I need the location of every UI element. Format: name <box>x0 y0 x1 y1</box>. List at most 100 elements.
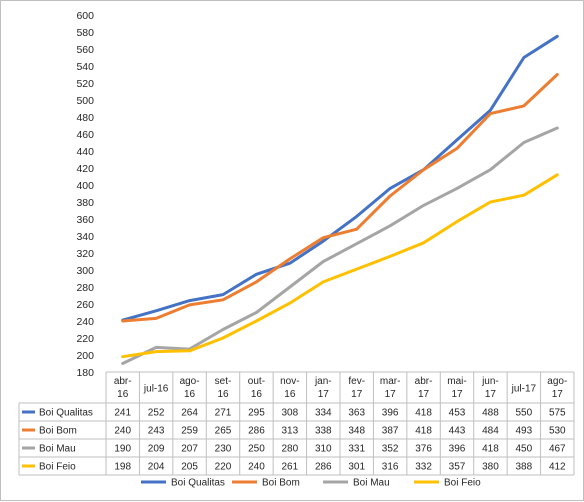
table-cell-value: 190 <box>114 444 131 455</box>
y-tick-label: 380 <box>76 197 94 209</box>
table-cell-value: 352 <box>382 444 399 455</box>
y-tick-label: 480 <box>76 112 94 124</box>
table-cell-value: 418 <box>482 444 499 455</box>
y-tick-label: 280 <box>76 282 94 294</box>
table-cell-value: 575 <box>549 408 566 419</box>
table-cell-value: 348 <box>348 426 365 437</box>
table-cell-value: 286 <box>315 462 332 473</box>
table-cell-value: 313 <box>282 426 299 437</box>
x-tick-label: jul-17 <box>511 384 537 395</box>
table-cell-value: 220 <box>215 462 232 473</box>
y-tick-label: 320 <box>76 248 94 260</box>
table-cell-value: 265 <box>215 426 232 437</box>
table-cell-value: 396 <box>382 408 399 419</box>
table-cell-value: 418 <box>415 408 432 419</box>
y-tick-label: 360 <box>76 214 94 226</box>
y-tick-label: 260 <box>76 299 94 311</box>
table-series-name: Boi Feio <box>39 462 76 473</box>
x-tick-label: abr- <box>114 376 132 387</box>
y-tick-label: 540 <box>76 61 94 73</box>
y-tick-label: 300 <box>76 265 94 277</box>
table-cell-value: 484 <box>482 426 499 437</box>
table-cell-value: 308 <box>282 408 299 419</box>
table-cell-value: 198 <box>114 462 131 473</box>
x-tick-label: 16 <box>117 389 129 400</box>
table-series-name: Boi Bom <box>39 426 77 437</box>
table-cell-value: 310 <box>315 444 332 455</box>
table-cell-value: 295 <box>248 408 265 419</box>
table-cell-value: 261 <box>282 462 299 473</box>
table-cell-value: 209 <box>148 444 165 455</box>
series-line-boi-feio <box>121 173 559 359</box>
legend-label: Boi Bom <box>262 478 300 489</box>
table-cell-value: 467 <box>549 444 566 455</box>
series-line-boi-bom <box>121 73 559 323</box>
legend-label: Boi Qualitas <box>171 478 225 489</box>
series-line-boi-mau <box>121 126 559 365</box>
table-cell-value: 338 <box>315 426 332 437</box>
table-cell-value: 418 <box>415 426 432 437</box>
x-tick-label: 17 <box>451 389 463 400</box>
x-tick-label: 17 <box>418 389 430 400</box>
table-cell-value: 550 <box>516 408 533 419</box>
legend-label: Boi Mau <box>353 478 390 489</box>
data-table: abr- 16 jul-16 ago- 16 set- 16 out- 16 nov- 16 jan-… <box>18 371 575 476</box>
table-cell-value: 243 <box>148 426 165 437</box>
table-cell-value: 396 <box>449 444 466 455</box>
y-tick-label: 240 <box>76 316 94 328</box>
x-tick-label: abr- <box>415 376 433 387</box>
y-tick-label: 180 <box>76 367 94 379</box>
table-series-name: Boi Mau <box>39 444 76 455</box>
table-cell-value: 357 <box>449 462 466 473</box>
x-tick-label: out- <box>248 376 265 387</box>
x-tick-label: 17 <box>351 389 363 400</box>
x-tick-label: 16 <box>284 389 296 400</box>
legend-label: Boi Feio <box>444 478 481 489</box>
y-tick-label: 520 <box>76 78 94 90</box>
y-tick-label: 460 <box>76 129 94 141</box>
series-lines <box>121 34 559 365</box>
table-cell-value: 271 <box>215 408 232 419</box>
x-tick-label: ago- <box>180 376 200 387</box>
y-tick-label: 200 <box>76 350 94 362</box>
table-cell-value: 316 <box>382 462 399 473</box>
table-cell-value: 387 <box>382 426 399 437</box>
table-cell-value: 240 <box>248 462 265 473</box>
y-tick-label: 220 <box>76 333 94 345</box>
x-tick-label: jul-16 <box>143 384 169 395</box>
table-cell-value: 252 <box>148 408 165 419</box>
table-cell-value: 204 <box>148 462 165 473</box>
table-cell-value: 380 <box>482 462 499 473</box>
table-cell-value: 530 <box>549 426 566 437</box>
table-cell-value: 205 <box>181 462 198 473</box>
table-cell-value: 493 <box>516 426 533 437</box>
series-line-boi-qualitas <box>121 34 559 322</box>
x-tick-label: ago- <box>547 376 567 387</box>
x-tick-label: set- <box>215 376 232 387</box>
x-tick-label: 16 <box>217 389 229 400</box>
y-axis: 180 200 220 240 260 280 300 320 340 360 380 400 420 4… <box>76 10 94 379</box>
table-cell-value: 450 <box>516 444 533 455</box>
x-tick-label: 16 <box>184 389 196 400</box>
y-tick-label: 560 <box>76 44 94 56</box>
table-cell-value: 443 <box>449 426 466 437</box>
table-cell-value: 334 <box>315 408 332 419</box>
table-cell-value: 301 <box>348 462 365 473</box>
table-cell-value: 332 <box>415 462 432 473</box>
x-tick-label: 17 <box>318 389 330 400</box>
table-cell-value: 453 <box>449 408 466 419</box>
x-tick-label: 17 <box>485 389 497 400</box>
table-cell-value: 331 <box>348 444 365 455</box>
table-cell-value: 376 <box>415 444 432 455</box>
legend: Boi Qualitas Boi Bom Boi Mau Boi Feio <box>141 478 481 489</box>
table-cell-value: 488 <box>482 408 499 419</box>
y-tick-label: 340 <box>76 231 94 243</box>
y-tick-label: 420 <box>76 163 94 175</box>
table-cell-value: 280 <box>282 444 299 455</box>
x-tick-label: mar- <box>380 376 401 387</box>
x-tick-label: jan- <box>314 376 332 387</box>
table-cell-value: 250 <box>248 444 265 455</box>
table-cell-value: 388 <box>516 462 533 473</box>
